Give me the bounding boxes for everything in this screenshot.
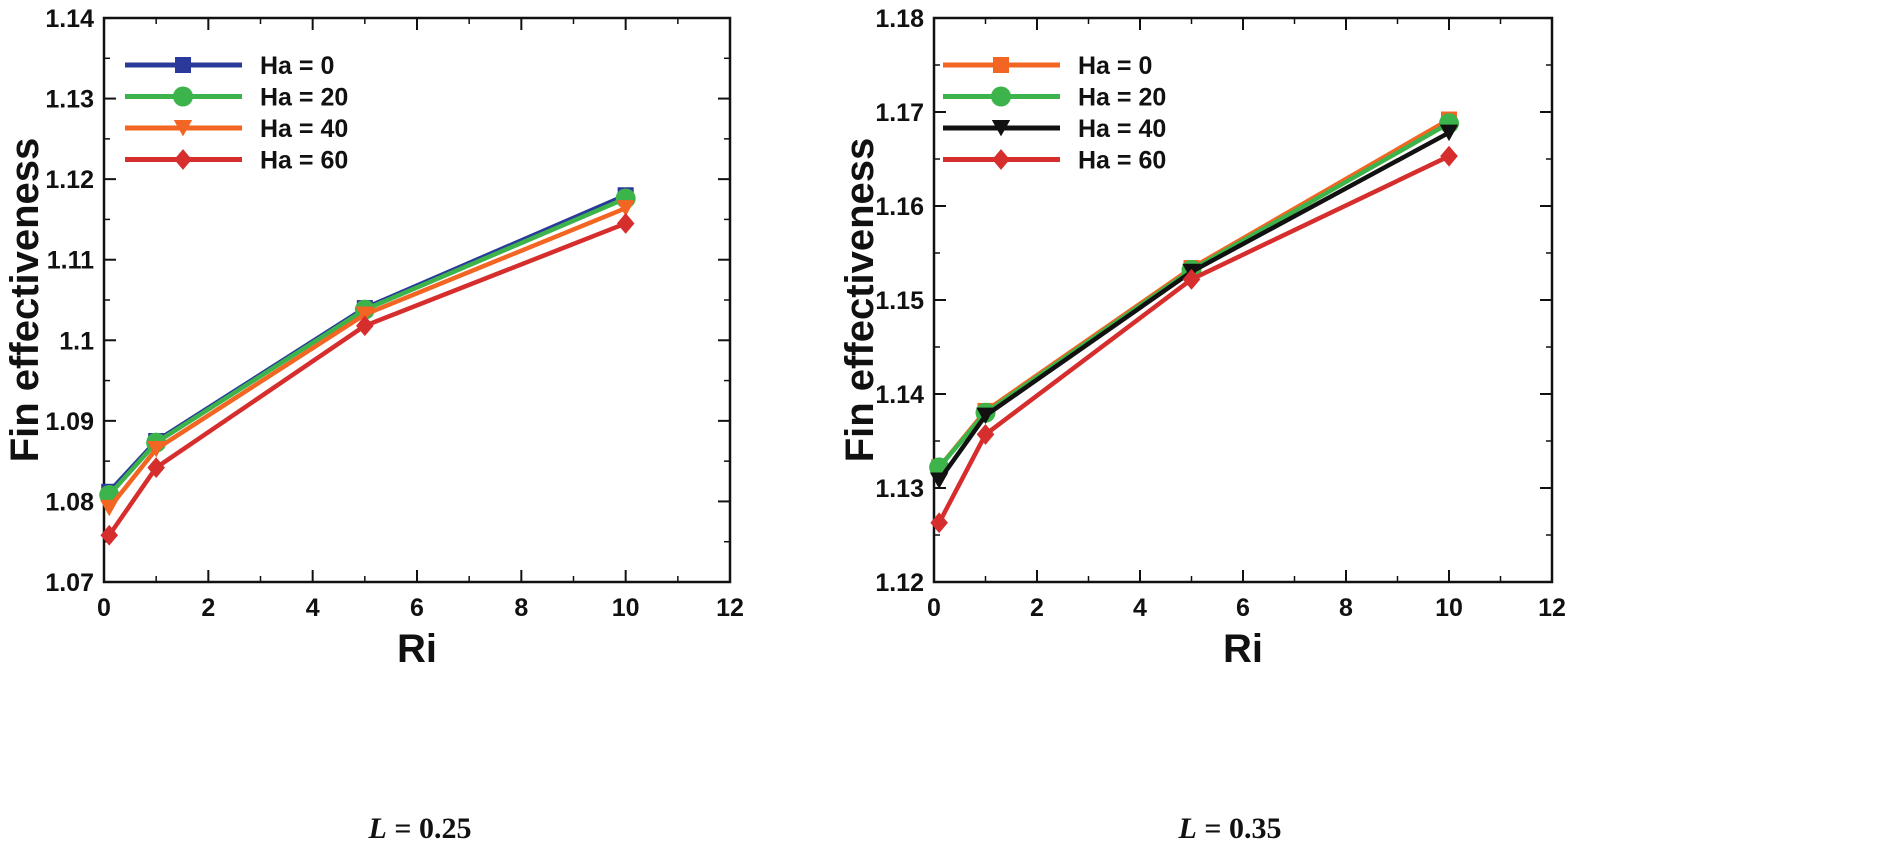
- caption-variable: L: [1178, 812, 1197, 845]
- y-tick-label: 1.18: [875, 5, 924, 33]
- x-tick-label: 4: [1133, 594, 1147, 622]
- legend-marker: [174, 149, 192, 170]
- y-tick-label: 1.13: [45, 86, 94, 114]
- data-point: [1440, 145, 1458, 167]
- plot-frame: [932, 16, 1554, 584]
- chart-panel-right: 0 2 4 6 8 10 12 1.12 1.13 1.14 1.15 1.16 1.17 1.18 Ri F…: [838, 0, 1895, 863]
- y-tick-label: 1.12: [875, 569, 924, 597]
- data-point: [929, 472, 949, 489]
- y-tick-label: 1.11: [47, 247, 94, 275]
- y-tick-label: 1.14: [45, 5, 94, 33]
- x-tick-label: 0: [97, 594, 111, 622]
- x-tick-label: 8: [514, 594, 528, 622]
- legend-label: Ha = 40: [1078, 115, 1166, 143]
- legend-marker: [991, 120, 1011, 137]
- y-tick-label: 1.16: [875, 193, 924, 221]
- legend-marker: [173, 86, 193, 107]
- x-tick-label: 10: [612, 594, 640, 622]
- y-tick-label: 1.12: [45, 166, 94, 194]
- y-tick-label: 1.13: [875, 475, 924, 503]
- legend-label: Ha = 40: [260, 115, 348, 143]
- legend-label: Ha = 20: [260, 84, 348, 112]
- series-ha60: [930, 145, 1458, 534]
- data-point: [930, 512, 948, 534]
- legend-label: Ha = 20: [1078, 84, 1166, 112]
- caption-value: = 0.25: [386, 812, 472, 845]
- series-line: [107, 221, 627, 537]
- caption-variable: L: [368, 812, 387, 845]
- chart-panel-left: 0 2 4 6 8 10 12 1.07 1.08 1.09 1.1 1.11 1.12 1.13 1.14…: [0, 0, 947, 863]
- data-point: [1439, 124, 1459, 142]
- series-line: [107, 206, 627, 510]
- chart-right: 0 2 4 6 8 10 12 1.12 1.13 1.14 1.15 1.16 1.17 1.18 Ri F…: [838, 5, 1566, 671]
- x-tick-label: 10: [1435, 594, 1463, 622]
- y-tick-label: 1.14: [875, 381, 924, 409]
- legend-marker: [993, 57, 1009, 73]
- caption-right: L = 0.35: [1080, 812, 1380, 846]
- legend-marker: [992, 149, 1010, 170]
- series-ha60: [100, 213, 635, 546]
- x-tick-label: 2: [1030, 594, 1044, 622]
- data-point: [147, 457, 165, 478]
- y-tick-label: 1.08: [45, 488, 94, 516]
- x-tick-label: 12: [716, 594, 744, 622]
- legend-marker: [991, 86, 1011, 107]
- data-point: [976, 407, 995, 425]
- legend-label: Ha = 60: [260, 147, 348, 175]
- legend-label: Ha = 0: [260, 52, 334, 80]
- y-axis-title: Fin effectiveness: [838, 138, 882, 463]
- data-point: [100, 524, 119, 546]
- x-axis-title: Ri: [397, 627, 437, 671]
- data-point: [356, 315, 374, 337]
- series-line: [107, 196, 627, 497]
- legend-label: Ha = 0: [1078, 52, 1152, 80]
- series-ha40: [929, 124, 1459, 489]
- data-point: [355, 306, 375, 323]
- x-tick-label: 6: [410, 594, 424, 622]
- x-tick-label: 2: [201, 594, 215, 622]
- series-line: [937, 130, 1451, 482]
- y-tick-label: 1.17: [875, 99, 924, 127]
- series-ha40: [100, 200, 635, 517]
- data-point: [1182, 268, 1201, 290]
- legend-marker: [175, 57, 191, 73]
- data-point: [616, 200, 635, 217]
- caption-left: L = 0.25: [270, 812, 570, 846]
- x-tick-label: 12: [1538, 594, 1566, 622]
- x-tick-label: 8: [1339, 594, 1353, 622]
- caption-value: = 0.35: [1196, 812, 1282, 845]
- chart-left: 0 2 4 6 8 10 12 1.07 1.08 1.09 1.1 1.11 1.12 1.13 1.14…: [3, 5, 744, 671]
- x-tick-label: 4: [306, 594, 320, 622]
- x-axis-title: Ri: [1223, 627, 1263, 671]
- y-tick-label: 1.07: [45, 569, 94, 597]
- x-tick-label: 6: [1236, 594, 1250, 622]
- y-axis-title: Fin effectiveness: [3, 138, 47, 463]
- x-tick-label: 0: [927, 594, 941, 622]
- series-line: [937, 154, 1450, 524]
- y-tick-label: 1.1: [59, 327, 94, 355]
- legend-marker: [173, 120, 193, 137]
- plot-frame: [102, 16, 732, 584]
- data-point: [146, 441, 166, 458]
- legend-label: Ha = 60: [1078, 147, 1166, 175]
- data-point: [100, 499, 119, 517]
- y-tick-label: 1.09: [45, 408, 94, 436]
- y-tick-label: 1.15: [875, 287, 924, 315]
- data-point: [616, 213, 635, 234]
